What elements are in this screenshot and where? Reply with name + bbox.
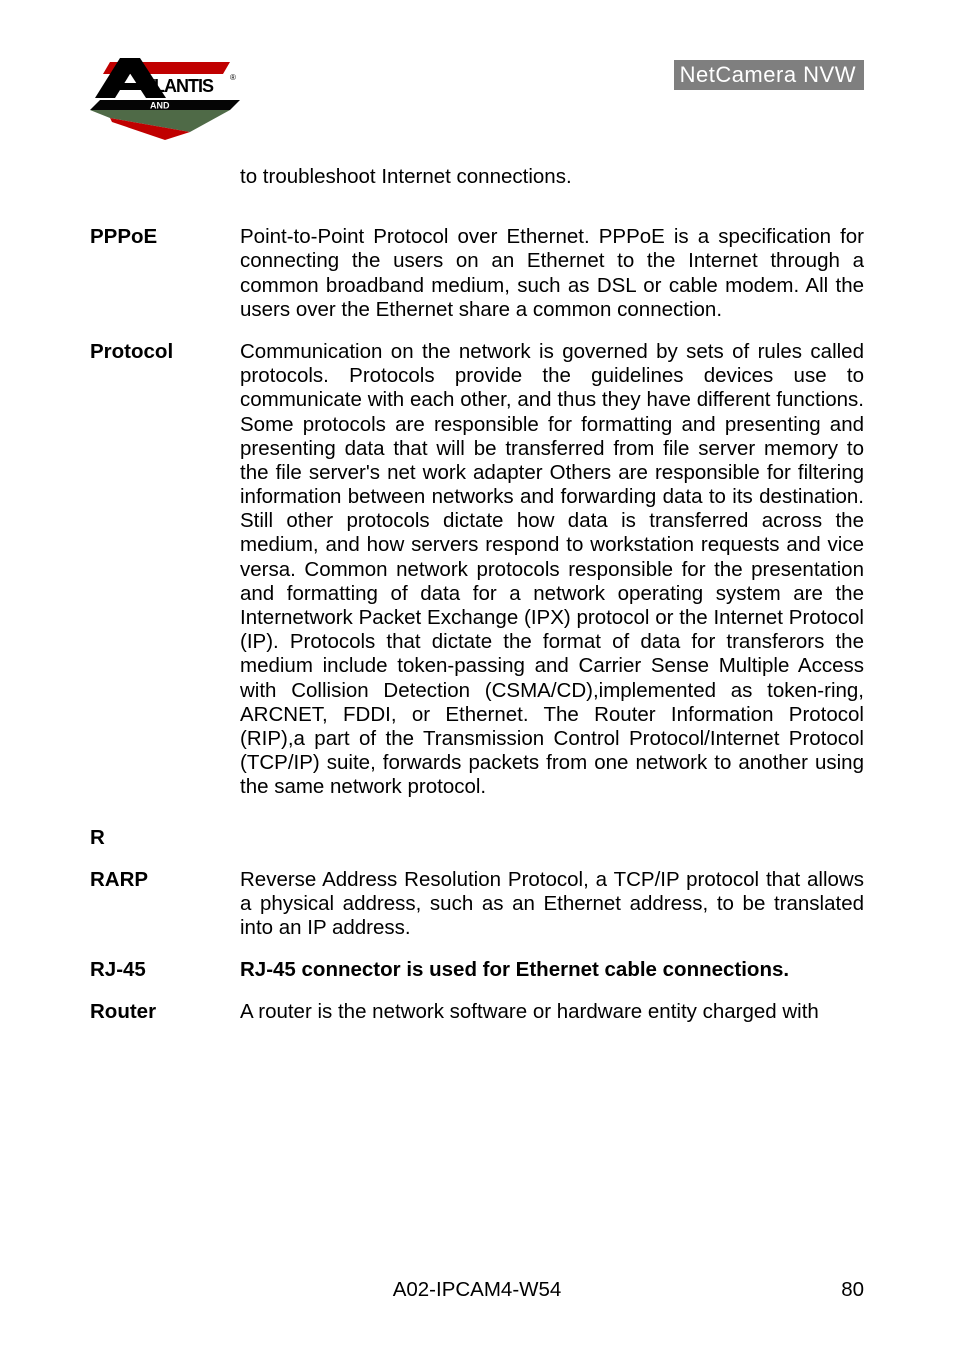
term-router: Router (90, 1000, 240, 1024)
glossary-entry: RARP Reverse Address Resolution Protocol… (90, 868, 864, 941)
glossary-entry: Protocol Communication on the network is… (90, 340, 864, 800)
term-pppoe: PPPoE (90, 225, 240, 322)
svg-text:AND: AND (150, 101, 170, 111)
term-protocol: Protocol (90, 340, 240, 800)
logo: TLANTIS ® AND (90, 50, 250, 147)
glossary-entry: RJ-45 RJ-45 connector is used for Ethern… (90, 958, 864, 982)
glossary-entry: PPPoE Point-to-Point Protocol over Ether… (90, 225, 864, 322)
definition-text: Reverse Address Resolution Protocol, a T… (240, 868, 864, 941)
section-heading-r: R (90, 826, 864, 850)
definition-text: Communication on the network is governed… (240, 340, 864, 800)
term-rj45: RJ-45 (90, 958, 240, 982)
definition-text: RJ-45 connector is used for Ethernet cab… (240, 958, 864, 982)
atlantis-logo-icon: TLANTIS ® AND (90, 50, 250, 142)
svg-text:TLANTIS: TLANTIS (144, 76, 214, 96)
header-row: TLANTIS ® AND NetCamera NVW (90, 60, 864, 157)
footer-model: A02-IPCAM4-W54 (393, 1278, 562, 1302)
page-number: 80 (841, 1278, 864, 1302)
definition-text: A router is the network software or hard… (240, 1000, 864, 1024)
definition-text: Point-to-Point Protocol over Ethernet. P… (240, 225, 864, 322)
svg-text:®: ® (230, 73, 236, 82)
term-rarp: RARP (90, 868, 240, 941)
continuation-text: to troubleshoot Internet connections. (240, 165, 864, 189)
footer: A02-IPCAM4-W54 80 (90, 1278, 864, 1302)
page: TLANTIS ® AND NetCamera NVW to troublesh… (0, 0, 954, 1350)
header-product-title: NetCamera NVW (674, 60, 864, 90)
glossary-entry: Router A router is the network software … (90, 1000, 864, 1024)
